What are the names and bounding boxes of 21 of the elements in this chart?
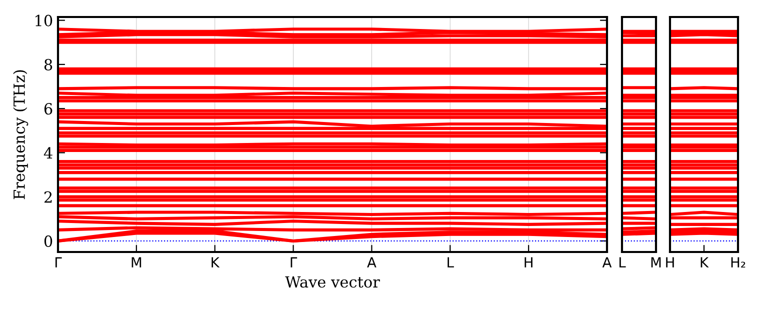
y-tick-label: 0 <box>44 235 52 247</box>
x-tick-label: H <box>666 257 674 268</box>
x-tick-label: Γ <box>290 257 298 268</box>
x-tick-label: H₂ <box>731 257 746 268</box>
y-axis-title: Frequency (THz) <box>13 70 28 200</box>
y-tick-label: 8 <box>44 58 52 70</box>
y-tick-label: 6 <box>44 103 52 115</box>
x-tick-label: H <box>524 257 532 268</box>
x-tick-label: Γ <box>55 257 62 268</box>
x-axis-title: Wave vector <box>285 276 380 288</box>
y-tick-label: 10 <box>36 14 52 26</box>
x-tick-label: M <box>132 257 142 268</box>
x-tick-label: K <box>212 257 220 268</box>
x-tick-label: A <box>367 257 376 268</box>
x-tick-label: L <box>448 257 454 268</box>
x-tick-label: A <box>602 257 612 268</box>
x-tick-label: M <box>651 257 661 268</box>
y-tick-label: 2 <box>44 191 52 203</box>
x-tick-label: K <box>700 257 709 268</box>
y-tick-label: 4 <box>44 147 52 159</box>
x-tick-label: L <box>619 257 626 268</box>
